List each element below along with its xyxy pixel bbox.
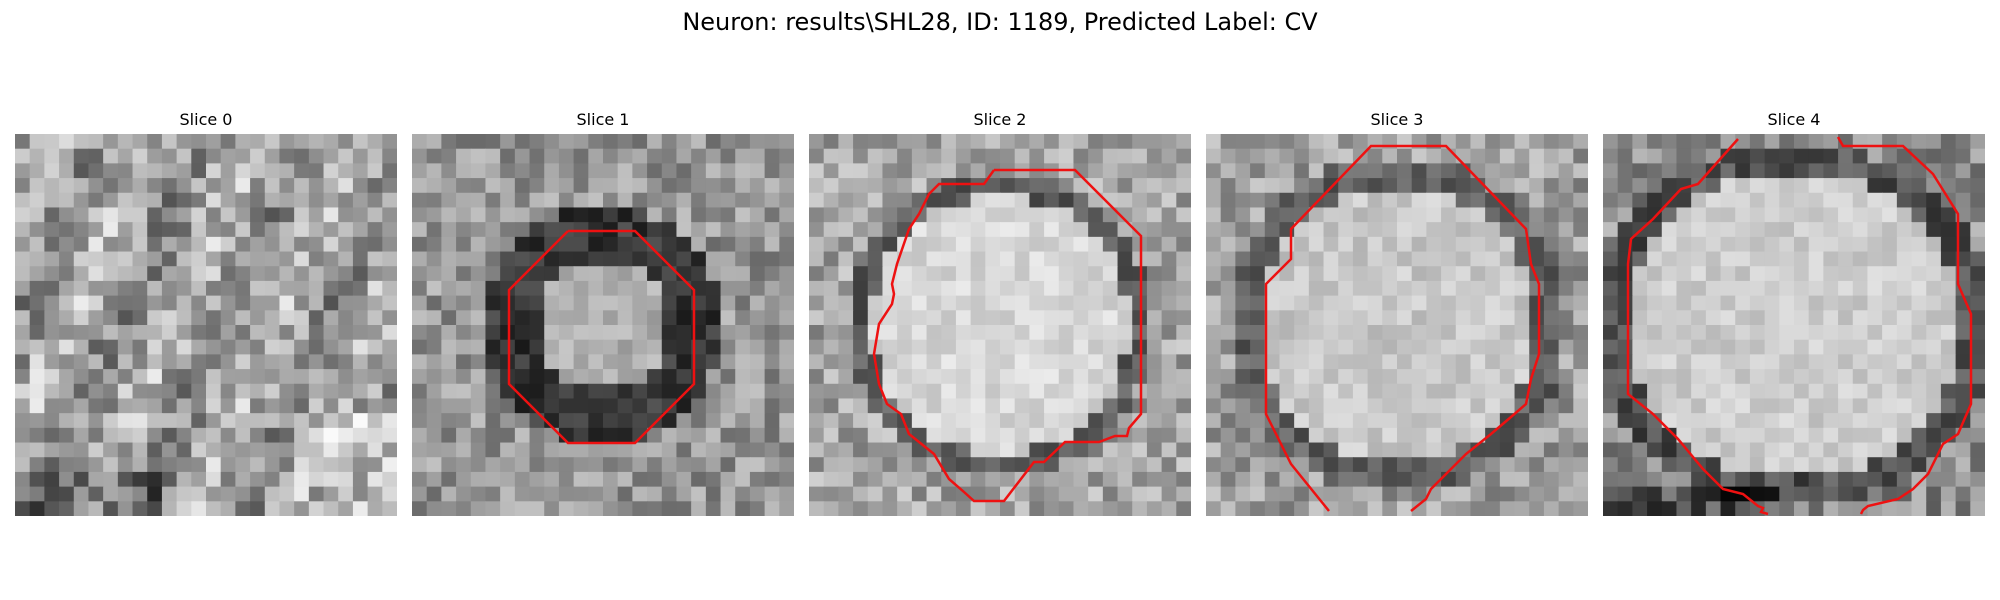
slice-1-contour [507, 229, 696, 445]
figure-title: Neuron: results\SHL28, ID: 1189, Predict… [682, 8, 1318, 36]
slice-4-title: Slice 4 [1767, 110, 1821, 129]
slice-2-image [809, 134, 1191, 516]
slice-3-image [1206, 134, 1588, 516]
slice-1-image [412, 134, 794, 516]
slice-4-contour-right [1836, 136, 1973, 515]
slice-0-title: Slice 0 [179, 110, 233, 129]
slice-4-contour-left [1626, 138, 1769, 516]
slice-3-contour [1264, 144, 1541, 512]
slice-2-contour [872, 168, 1143, 503]
slice-3-title: Slice 3 [1370, 110, 1424, 129]
slice-0-image [15, 134, 397, 516]
slice-1-title: Slice 1 [576, 110, 630, 129]
slice-2-title: Slice 2 [973, 110, 1027, 129]
slice-4-image [1603, 134, 1985, 516]
